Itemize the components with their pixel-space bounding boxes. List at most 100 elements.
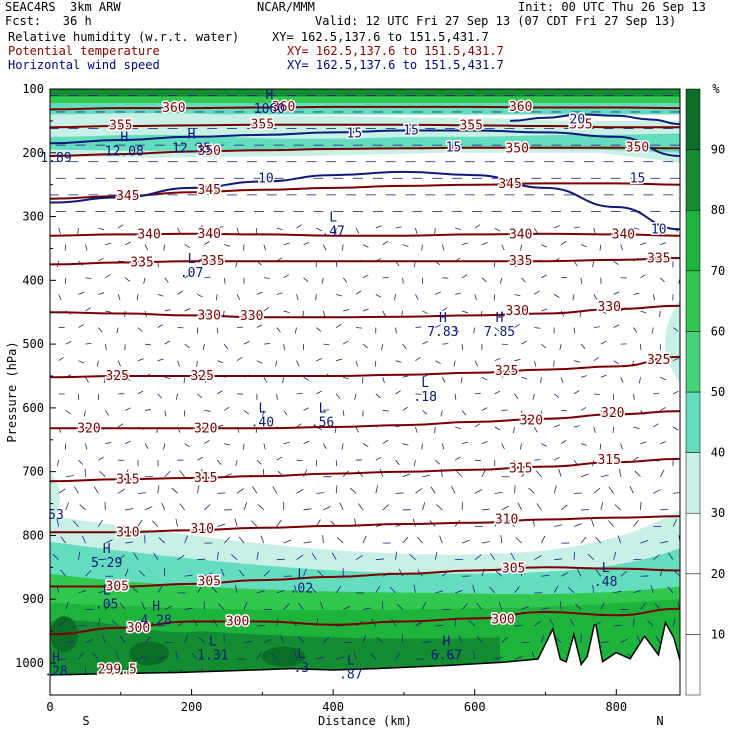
wind-arrow xyxy=(494,358,501,362)
wind-arrow xyxy=(521,410,523,417)
wind-arrow xyxy=(60,536,67,544)
wind-arrow xyxy=(263,343,270,345)
wind-arrow xyxy=(412,518,416,527)
theta-label: 315 xyxy=(597,453,620,468)
wind-arrow xyxy=(115,651,119,660)
extremum-type: L xyxy=(319,402,327,417)
wind-arrow xyxy=(256,590,265,594)
wind-arrow xyxy=(553,360,555,367)
wind-arrow xyxy=(276,327,281,333)
wind-arrow xyxy=(111,620,119,627)
wind-arrow xyxy=(573,327,576,334)
y-axis-label: Pressure (hPa) xyxy=(5,341,19,442)
wind-arrow xyxy=(395,226,402,229)
wind-arrow xyxy=(197,294,203,298)
wind-arrow xyxy=(323,443,327,450)
wind-arrow xyxy=(85,443,88,450)
wind-arrow xyxy=(395,390,401,395)
wind-arrow xyxy=(197,523,206,527)
extremum-value: .87 xyxy=(339,668,362,683)
wind-arrow xyxy=(334,426,337,433)
theta-label: 330 xyxy=(597,300,620,315)
wind-arrow xyxy=(474,392,481,395)
wind-arrow xyxy=(204,377,207,384)
wind-arrow xyxy=(217,390,223,395)
wind-arrow xyxy=(554,524,563,527)
wind-arrow xyxy=(575,603,582,610)
wind-arrow xyxy=(335,460,338,467)
theta-contour-350 xyxy=(50,146,680,157)
wind-arrow xyxy=(98,558,107,561)
wind-arrow xyxy=(243,601,248,610)
wind-arrow xyxy=(96,360,99,367)
wind-arrow xyxy=(117,294,121,301)
x-tick-label: 0 xyxy=(46,700,53,714)
wind-arrow xyxy=(402,244,409,247)
wind-arrow xyxy=(395,459,400,466)
wind-arrow xyxy=(421,244,423,251)
wind-arrow xyxy=(458,635,463,643)
extremum-value: 12.08 xyxy=(105,145,144,160)
terrain-fill xyxy=(50,624,680,695)
valid-time: Valid: 12 UTC Fri 27 Sep 13 (07 CDT Fri … xyxy=(315,14,677,28)
potential-temperature-contours xyxy=(50,105,680,636)
rh-band xyxy=(50,96,680,104)
wind-arrow xyxy=(613,291,620,295)
colorbar-swatch xyxy=(685,270,701,332)
wind-arrow xyxy=(117,360,121,367)
wind-arrow xyxy=(494,656,503,660)
wind-arrow xyxy=(633,520,639,527)
x-tick-label: 600 xyxy=(464,700,486,714)
wind-arrow xyxy=(235,460,238,467)
wind-arrow xyxy=(454,327,459,333)
wind-arrow xyxy=(672,357,679,362)
wind-arrow xyxy=(454,456,461,461)
extremum-value: .40 xyxy=(251,416,274,431)
wind-arrow xyxy=(613,360,619,365)
wind-arrow xyxy=(389,586,396,594)
wind-arrow xyxy=(260,535,265,544)
wind-arrow xyxy=(191,653,198,660)
wind-arrow xyxy=(275,360,278,367)
theta-label: 340 xyxy=(509,227,532,242)
wind-arrow xyxy=(481,469,486,477)
wind-arrow xyxy=(256,360,263,364)
wind-arrow xyxy=(283,603,290,610)
wind-arrow xyxy=(197,585,203,594)
wind-arrow xyxy=(531,651,535,660)
wind-arrow xyxy=(600,374,607,378)
theta-label: 320 xyxy=(601,406,624,421)
wind-arrow xyxy=(489,552,496,560)
wind-arrow xyxy=(243,502,248,511)
wind-arrow xyxy=(415,227,418,234)
theta-label: 350 xyxy=(626,141,649,156)
wind-arrow xyxy=(58,227,61,234)
wind-arrow xyxy=(124,440,131,444)
wind-arrow xyxy=(296,423,302,428)
wind-arrow xyxy=(580,375,587,378)
theta-label: 299.5 xyxy=(98,662,137,677)
wind-arrow xyxy=(456,470,463,478)
wind-arrow xyxy=(132,586,139,594)
x-tick-label: 800 xyxy=(605,700,627,714)
wind-arrow xyxy=(362,274,369,279)
wind-arrow xyxy=(541,308,548,312)
wind-arrow xyxy=(672,426,679,431)
wind-arrow xyxy=(104,344,107,351)
wind-arrow xyxy=(672,618,676,627)
wind-arrow xyxy=(474,459,481,462)
wind-arrow xyxy=(184,274,191,279)
wind-arrow xyxy=(599,244,602,251)
wind-arrow xyxy=(124,469,129,477)
wind-arrow xyxy=(409,553,416,560)
wind-arrow xyxy=(593,326,600,328)
wind-arrow xyxy=(494,227,501,232)
wind-arrow xyxy=(501,373,507,378)
wind-arrow xyxy=(660,277,665,283)
wind-arrow xyxy=(294,584,297,593)
wind-arrow xyxy=(590,518,595,527)
wind-arrow xyxy=(64,244,67,251)
wind-arrow xyxy=(65,502,70,511)
wind-arrow xyxy=(561,572,569,577)
extremum-value: .18 xyxy=(413,390,436,405)
